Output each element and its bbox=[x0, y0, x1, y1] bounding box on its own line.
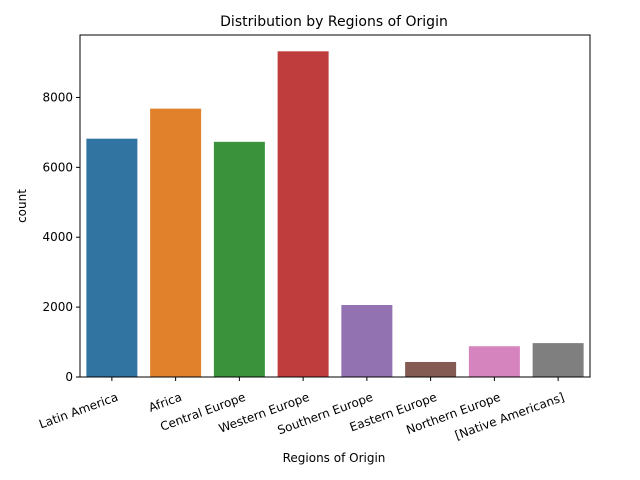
x-axis-title: Regions of Origin bbox=[283, 451, 386, 465]
bar-eastern-europe bbox=[405, 361, 457, 377]
plot-frame bbox=[79, 34, 591, 378]
bar-native-americans bbox=[532, 343, 584, 377]
x-tick-label: [Native Americans] bbox=[453, 390, 566, 443]
y-tick-label: 0 bbox=[65, 370, 73, 384]
chart-title: Distribution by Regions of Origin bbox=[220, 14, 448, 30]
bar-latin-america bbox=[86, 138, 138, 377]
x-tick-label: Africa bbox=[147, 390, 184, 415]
y-axis-ticks: 0 2000 4000 6000 8000 bbox=[42, 90, 80, 384]
bar-central-europe bbox=[213, 141, 265, 377]
bars-group bbox=[86, 51, 584, 377]
y-tick-label: 6000 bbox=[42, 160, 73, 174]
y-tick-label: 8000 bbox=[42, 90, 73, 104]
y-tick-label: 4000 bbox=[42, 230, 73, 244]
bar-northern-europe bbox=[468, 346, 520, 377]
bar-africa bbox=[150, 108, 202, 377]
x-tick-label: Latin America bbox=[37, 390, 120, 432]
y-axis-title: count bbox=[15, 189, 29, 223]
y-tick-label: 2000 bbox=[42, 300, 73, 314]
bar-western-europe bbox=[277, 51, 329, 377]
bar-southern-europe bbox=[341, 305, 393, 377]
